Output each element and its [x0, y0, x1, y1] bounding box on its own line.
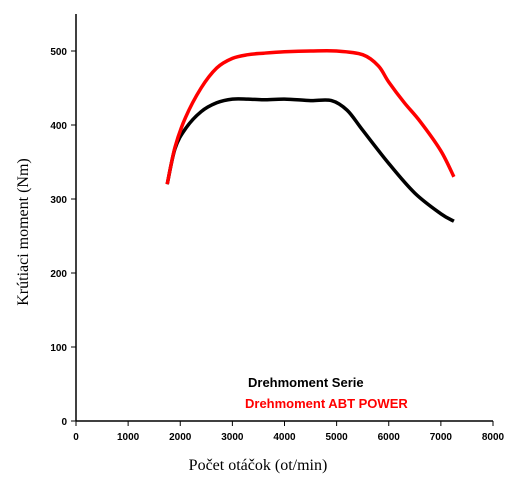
x-tick-label: 8000	[482, 432, 505, 443]
axes	[75, 14, 493, 422]
x-tick-label: 2000	[169, 432, 192, 443]
legend-entry-abt-power: Drehmoment ABT POWER	[245, 396, 408, 411]
y-tick-label: 0	[61, 417, 67, 428]
x-tick-label: 6000	[378, 432, 401, 443]
series-lines	[165, 48, 456, 223]
x-tick-label: 4000	[273, 432, 296, 443]
series-line-serie	[165, 97, 455, 223]
series-line-abt-power	[165, 48, 456, 185]
y-ticks: 0 100 200 300 400 500	[50, 47, 76, 428]
y-tick-label: 400	[50, 121, 67, 132]
y-tick-label: 500	[50, 47, 67, 58]
y-tick-label: 300	[50, 195, 67, 206]
x-tick-label: 1000	[117, 432, 140, 443]
x-tick-label: 5000	[326, 432, 349, 443]
x-tick-label: 0	[73, 432, 79, 443]
x-tick-label: 3000	[221, 432, 244, 443]
x-tick-label: 7000	[430, 432, 453, 443]
x-ticks: 0 1000 2000 3000 4000 5000 6000 7000 8000	[73, 421, 505, 443]
y-tick-label: 200	[50, 269, 67, 280]
y-tick-label: 100	[50, 343, 67, 354]
legend-entry-serie: Drehmoment Serie	[248, 375, 364, 390]
x-axis-title: Počet otáčok (ot/min)	[189, 457, 328, 474]
y-axis-title: Krútiaci moment (Nm)	[15, 158, 32, 306]
legend: Drehmoment Serie Drehmoment ABT POWER	[245, 375, 408, 411]
